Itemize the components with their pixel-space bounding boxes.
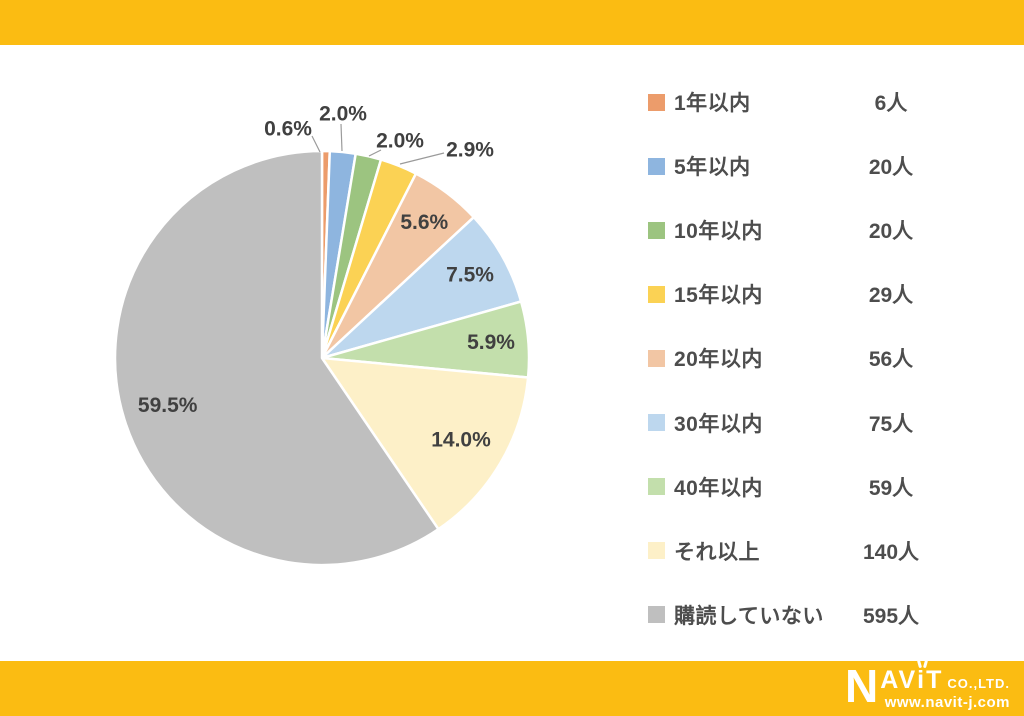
logo-letter-n: N: [845, 660, 879, 712]
pie-percent-label: 5.6%: [400, 211, 448, 234]
legend-swatch: [648, 606, 665, 624]
label-leader-line: [311, 135, 321, 153]
legend-item: 購読していない 595人: [648, 583, 988, 647]
legend-label: 30年以内: [674, 412, 763, 436]
legend-label: 40年以内: [674, 476, 763, 500]
logo-letter-i: i: [917, 659, 929, 694]
legend-count: 20人: [868, 156, 914, 180]
legend-item: 30年以内 75人: [648, 390, 988, 454]
legend-count: 20人: [868, 220, 914, 244]
legend-swatch: [648, 93, 665, 111]
legend-item: 40年以内 59人: [648, 455, 988, 519]
legend-swatch: [648, 542, 665, 560]
logo-brand-text: AVi T: [880, 659, 944, 694]
legend-count: 140人: [862, 540, 920, 564]
legend-item: 20年以内 56人: [648, 326, 988, 390]
pie-chart: 0.6% 2.0% 2.0% 2.9% 5.6% 7.5% 5.9% 14.0% 59.5%: [113, 103, 531, 567]
legend-swatch: [648, 221, 665, 239]
legend-item: 15年以内 29人: [648, 262, 988, 326]
legend-swatch: [648, 414, 665, 432]
legend-label: 購読していない: [674, 604, 824, 628]
legend-item: 1年以内 6人: [648, 70, 988, 134]
bottom-banner: [0, 661, 1024, 716]
legend-count: 595人: [862, 604, 920, 628]
pie-percent-label: 2.0%: [376, 130, 424, 153]
logo-url: www.navit-j.com: [884, 694, 1010, 711]
legend-count: 29人: [868, 284, 914, 308]
logo-letter-t: T: [926, 666, 944, 694]
pie-slice-8: [113, 149, 440, 567]
logo-company-suffix: CO.,LTD.: [947, 676, 1010, 691]
legend-label: 10年以内: [674, 220, 763, 244]
legend-label: 20年以内: [674, 348, 763, 372]
pie-slice-5: [320, 215, 523, 360]
legend-swatch: [648, 478, 665, 496]
legend-count: 75人: [868, 412, 914, 436]
rabbit-ears-icon: [917, 659, 929, 669]
logo-letters-av: AV: [880, 666, 918, 694]
label-leader-line: [399, 152, 445, 165]
legend-swatch: [648, 157, 665, 175]
pie-percent-label: 5.9%: [467, 331, 515, 354]
legend-label: それ以上: [674, 540, 760, 564]
label-leader-line: [368, 149, 382, 157]
navit-logo: N AVi T CO.,LTD. www.navit-j.com: [845, 659, 1010, 712]
legend-label: 1年以内: [674, 92, 751, 116]
legend-swatch: [648, 285, 665, 303]
legend-item: 10年以内 20人: [648, 198, 988, 262]
logo-i-glyph: i: [917, 666, 927, 694]
legend-item: それ以上 140人: [648, 519, 988, 583]
legend-count: 59人: [868, 476, 914, 500]
label-leader-line: [340, 123, 343, 152]
top-banner: [0, 0, 1024, 45]
pie-percent-label: 59.5%: [138, 394, 198, 417]
legend-label: 15年以内: [674, 284, 763, 308]
pie-percent-label: 2.9%: [446, 139, 494, 162]
legend-count: 56人: [868, 348, 914, 372]
pie-percent-label: 7.5%: [446, 263, 494, 286]
pie-percent-label: 2.0%: [319, 103, 367, 126]
legend-swatch: [648, 349, 665, 367]
legend-count: 6人: [874, 92, 908, 116]
chart-legend: 1年以内 6人 5年以内 20人 10年以内 20人 15年以内 29人 20年…: [648, 70, 988, 647]
pie-slice-7: [320, 356, 530, 531]
pie-percent-label: 14.0%: [431, 429, 491, 452]
legend-label: 5年以内: [674, 156, 751, 180]
pie-percent-label: 0.6%: [264, 118, 312, 141]
legend-item: 5年以内 20人: [648, 134, 988, 198]
